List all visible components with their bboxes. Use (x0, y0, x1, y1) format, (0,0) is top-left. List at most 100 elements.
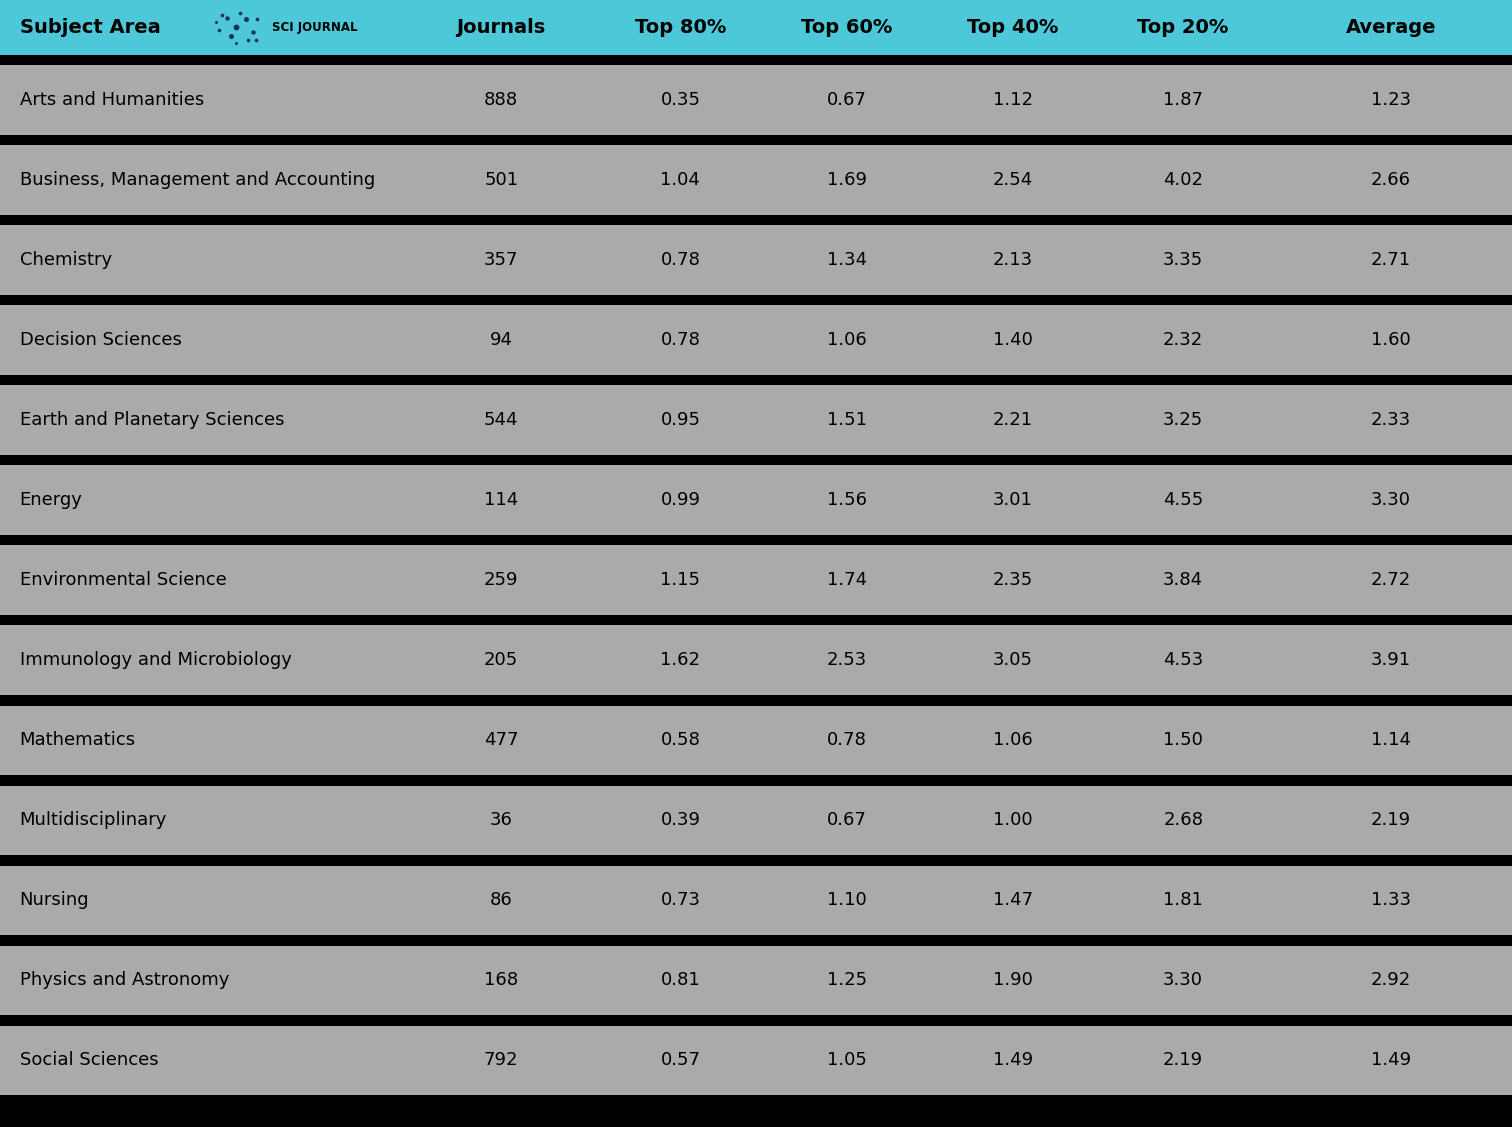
Bar (0, 786, 1512, 854)
Text: 3.25: 3.25 (1163, 411, 1204, 429)
Text: 1.60: 1.60 (1371, 331, 1411, 349)
Text: Mathematics: Mathematics (20, 731, 136, 749)
Text: 0.35: 0.35 (661, 91, 700, 109)
Text: 1.05: 1.05 (827, 1051, 866, 1070)
Bar (0, 135, 1512, 145)
Bar (0, 614, 1512, 625)
Text: 2.33: 2.33 (1371, 411, 1411, 429)
Text: 1.10: 1.10 (827, 891, 866, 909)
Text: 0.57: 0.57 (661, 1051, 700, 1070)
Bar (0, 1014, 1512, 1026)
Bar (0, 1094, 1512, 1106)
Text: 1.51: 1.51 (827, 411, 866, 429)
Text: Decision Sciences: Decision Sciences (20, 331, 181, 349)
Text: 259: 259 (484, 571, 519, 589)
Text: 3.84: 3.84 (1163, 571, 1204, 589)
Text: 205: 205 (484, 651, 519, 669)
Text: 2.32: 2.32 (1163, 331, 1204, 349)
Text: 114: 114 (484, 491, 519, 509)
Text: 2.72: 2.72 (1371, 571, 1411, 589)
Text: 477: 477 (484, 731, 519, 749)
Bar (0, 854, 1512, 866)
Text: 1.62: 1.62 (661, 651, 700, 669)
Bar (0, 706, 1512, 774)
Bar (0, 305, 1512, 374)
Text: 36: 36 (490, 811, 513, 829)
Text: 792: 792 (484, 1051, 519, 1070)
Text: 2.68: 2.68 (1163, 811, 1204, 829)
Text: Social Sciences: Social Sciences (20, 1051, 159, 1070)
Bar (0, 385, 1512, 454)
Bar (0, 465, 1512, 534)
Bar (0, 934, 1512, 946)
Text: 0.95: 0.95 (661, 411, 700, 429)
Bar (0, 454, 1512, 465)
Text: 0.99: 0.99 (661, 491, 700, 509)
Text: 94: 94 (490, 331, 513, 349)
Text: 1.12: 1.12 (993, 91, 1033, 109)
Text: Average: Average (1346, 18, 1436, 37)
Bar (0, 1106, 1512, 1127)
Text: Energy: Energy (20, 491, 83, 509)
Text: 544: 544 (484, 411, 519, 429)
Bar (0, 1026, 1512, 1094)
Text: 0.67: 0.67 (827, 811, 866, 829)
Text: 4.02: 4.02 (1163, 171, 1204, 189)
Text: 2.19: 2.19 (1163, 1051, 1204, 1070)
Text: Subject Area: Subject Area (20, 18, 160, 37)
Bar (0, 774, 1512, 786)
Bar (0, 625, 1512, 694)
Text: Top 40%: Top 40% (968, 18, 1058, 37)
Text: 3.30: 3.30 (1371, 491, 1411, 509)
Bar (0, 374, 1512, 385)
Text: 1.33: 1.33 (1371, 891, 1411, 909)
Text: 0.67: 0.67 (827, 91, 866, 109)
Text: 1.34: 1.34 (827, 251, 866, 269)
Text: 1.06: 1.06 (827, 331, 866, 349)
Text: Physics and Astronomy: Physics and Astronomy (20, 971, 228, 990)
Text: 2.92: 2.92 (1371, 971, 1411, 990)
Text: Top 80%: Top 80% (635, 18, 726, 37)
Text: 1.25: 1.25 (827, 971, 866, 990)
Bar (0, 946, 1512, 1014)
Text: 1.49: 1.49 (993, 1051, 1033, 1070)
Text: 1.49: 1.49 (1371, 1051, 1411, 1070)
Text: 4.53: 4.53 (1163, 651, 1204, 669)
Text: 1.74: 1.74 (827, 571, 866, 589)
Bar (0, 694, 1512, 706)
Bar (0, 225, 1512, 294)
Text: 0.78: 0.78 (827, 731, 866, 749)
Text: 0.73: 0.73 (661, 891, 700, 909)
Text: Top 60%: Top 60% (801, 18, 892, 37)
Text: 888: 888 (484, 91, 519, 109)
Text: Multidisciplinary: Multidisciplinary (20, 811, 166, 829)
Text: 1.69: 1.69 (827, 171, 866, 189)
Text: 1.00: 1.00 (993, 811, 1033, 829)
Text: 3.30: 3.30 (1163, 971, 1204, 990)
Text: Business, Management and Accounting: Business, Management and Accounting (20, 171, 375, 189)
Text: 1.06: 1.06 (993, 731, 1033, 749)
Text: Immunology and Microbiology: Immunology and Microbiology (20, 651, 292, 669)
Text: 1.90: 1.90 (993, 971, 1033, 990)
Text: 1.87: 1.87 (1163, 91, 1204, 109)
Text: 1.15: 1.15 (661, 571, 700, 589)
Text: Chemistry: Chemistry (20, 251, 112, 269)
Text: SCI JOURNAL: SCI JOURNAL (272, 20, 358, 34)
Text: 1.47: 1.47 (993, 891, 1033, 909)
Text: 2.19: 2.19 (1371, 811, 1411, 829)
Bar (0, 0, 1512, 54)
Text: 1.14: 1.14 (1371, 731, 1411, 749)
Text: 168: 168 (484, 971, 519, 990)
Bar (0, 65, 1512, 134)
Text: Arts and Humanities: Arts and Humanities (20, 91, 204, 109)
Text: Top 20%: Top 20% (1137, 18, 1229, 37)
Text: 86: 86 (490, 891, 513, 909)
Bar (0, 145, 1512, 214)
Text: Earth and Planetary Sciences: Earth and Planetary Sciences (20, 411, 284, 429)
Text: 0.78: 0.78 (661, 331, 700, 349)
Text: 3.05: 3.05 (993, 651, 1033, 669)
Bar (0, 54, 1512, 65)
Text: 0.81: 0.81 (661, 971, 700, 990)
Bar (0, 294, 1512, 305)
Text: 2.35: 2.35 (993, 571, 1033, 589)
